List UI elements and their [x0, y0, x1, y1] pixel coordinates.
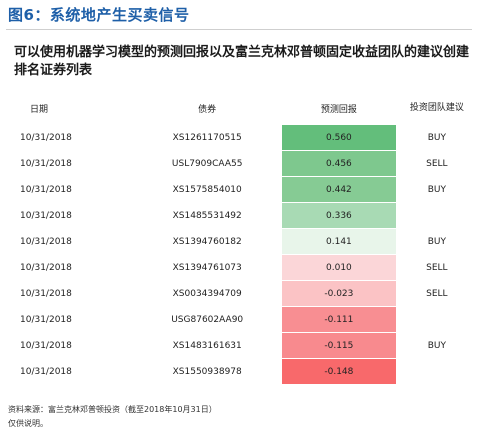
cell-recommendation: [396, 359, 478, 385]
ranked-securities-table: 日期 债券 预测回报 投资团队建议 10/31/2018 XS1261170515…: [10, 91, 478, 385]
cell-recommendation: [396, 203, 478, 229]
cell-bond: XS1575854010: [172, 184, 242, 195]
cell-recommendation: BUY: [427, 132, 446, 143]
table-row: 10/31/2018 XS1550938978 -0.148: [10, 358, 478, 385]
cell-predicted-return: 0.560: [282, 125, 396, 151]
table-row: 10/31/2018 XS0034394709 -0.023 SELL: [10, 280, 478, 307]
cell-predicted-return: -0.023: [282, 280, 396, 307]
table-row: 10/31/2018 XS1575854010 0.442 BUY: [10, 176, 478, 203]
cell-date: 10/31/2018: [20, 340, 72, 351]
cell-date: 10/31/2018: [20, 314, 72, 325]
cell-predicted-return: -0.115: [282, 332, 396, 359]
cell-predicted-return: -0.111: [282, 306, 396, 333]
cell-bond: XS1485531492: [172, 210, 242, 221]
cell-recommendation: BUY: [427, 184, 446, 195]
cell-predicted-return: 0.456: [282, 150, 396, 177]
table-row: 10/31/2018 XS1483161631 -0.115 BUY: [10, 332, 478, 359]
figure-subtitle: 可以使用机器学习模型的预测回报以及富兰克林邓普顿固定收益团队的建议创建排名证券列…: [14, 45, 470, 78]
cell-date: 10/31/2018: [20, 158, 72, 169]
cell-date: 10/31/2018: [20, 288, 72, 299]
footnote-source: 资料来源：富兰克林邓普顿投资（截至2018年10月31日）: [8, 405, 217, 414]
cell-predicted-return: 0.442: [282, 176, 396, 203]
cell-date: 10/31/2018: [20, 210, 72, 221]
table-row: 10/31/2018 XS1394760182 0.141 BUY: [10, 228, 478, 255]
cell-bond: USL7909CAA55: [171, 158, 243, 169]
table-body: 10/31/2018 XS1261170515 0.560 BUY 10/31/2018…: [10, 125, 478, 385]
cell-predicted-return: 0.336: [282, 202, 396, 229]
cell-recommendation: [396, 307, 478, 333]
cell-predicted-return: -0.148: [282, 358, 396, 385]
table-row: 10/31/2018 XS1485531492 0.336: [10, 202, 478, 229]
cell-bond: XS1261170515: [172, 132, 242, 143]
header-recommendation: 投资团队建议: [409, 102, 464, 113]
table-row: 10/31/2018 USG87602AA90 -0.111: [10, 306, 478, 333]
cell-bond: XS1483161631: [172, 340, 242, 351]
footnote: 资料来源：富兰克林邓普顿投资（截至2018年10月31日） 仅供说明。: [8, 403, 217, 431]
title-divider: [6, 29, 472, 30]
header-date: 日期: [30, 104, 49, 115]
cell-recommendation: BUY: [427, 236, 446, 247]
cell-date: 10/31/2018: [20, 366, 72, 377]
cell-recommendation: SELL: [426, 288, 448, 299]
table-header-row: 日期 债券 预测回报 投资团队建议: [10, 91, 478, 125]
table-row: 10/31/2018 USL7909CAA55 0.456 SELL: [10, 150, 478, 177]
header-bond: 债券: [198, 104, 217, 115]
cell-date: 10/31/2018: [20, 132, 72, 143]
cell-date: 10/31/2018: [20, 236, 72, 247]
cell-bond: XS1394760182: [172, 236, 242, 247]
table-row: 10/31/2018 XS1261170515 0.560 BUY: [10, 125, 478, 151]
table-row: 10/31/2018 XS1394761073 0.010 SELL: [10, 254, 478, 281]
cell-recommendation: SELL: [426, 262, 448, 273]
cell-date: 10/31/2018: [20, 262, 72, 273]
cell-bond: XS1550938978: [172, 366, 242, 377]
cell-bond: USG87602AA90: [171, 314, 244, 325]
figure-title: 图6：系统地产生买卖信号: [8, 6, 190, 24]
cell-predicted-return: 0.010: [282, 254, 396, 281]
footnote-note: 仅供说明。: [8, 419, 48, 428]
cell-bond: XS0034394709: [172, 288, 242, 299]
header-predicted-return: 预测回报: [320, 104, 357, 115]
cell-recommendation: SELL: [426, 158, 448, 169]
cell-predicted-return: 0.141: [282, 228, 396, 255]
cell-recommendation: BUY: [427, 340, 446, 351]
cell-bond: XS1394761073: [172, 262, 242, 273]
cell-date: 10/31/2018: [20, 184, 72, 195]
